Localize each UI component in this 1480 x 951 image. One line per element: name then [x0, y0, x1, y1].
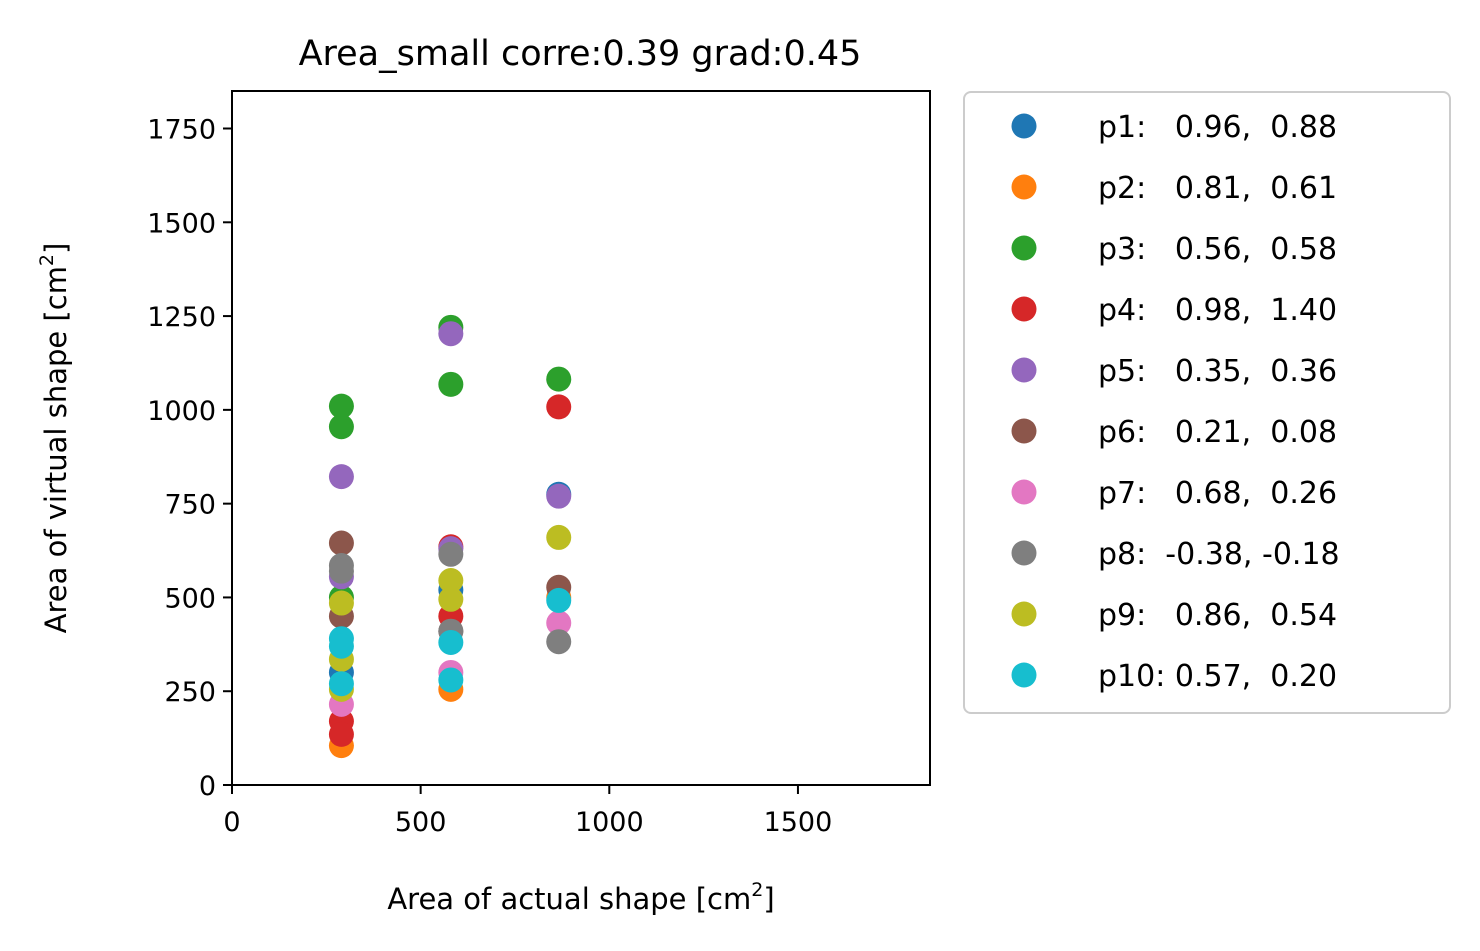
x-tick-label: 0	[223, 807, 240, 838]
legend-label: p5: 0.35, 0.36	[1098, 354, 1337, 389]
y-tick-label: 1000	[147, 396, 216, 427]
legend-label: p3: 0.56, 0.58	[1098, 232, 1337, 267]
data-point-p10	[328, 671, 354, 697]
x-tick-label: 1500	[764, 807, 833, 838]
data-point-p9	[438, 586, 464, 612]
data-point-p3	[328, 414, 354, 440]
data-point-p10	[438, 667, 464, 693]
data-point-p4	[328, 721, 354, 747]
legend-label: p9: 0.86, 0.54	[1098, 598, 1337, 633]
data-point-p5	[328, 464, 354, 490]
y-tick-label: 750	[164, 490, 216, 521]
y-tick-label: 250	[164, 677, 216, 708]
data-point-p6	[328, 530, 354, 556]
legend-label: p8: -0.38, -0.18	[1098, 537, 1340, 572]
data-point-p10	[546, 587, 572, 613]
data-point-p3	[328, 393, 354, 419]
data-point-p8	[328, 558, 354, 584]
data-point-p3	[546, 366, 572, 392]
x-tick-label: 500	[395, 807, 447, 838]
data-point-p9	[438, 568, 464, 594]
y-tick-label: 500	[164, 583, 216, 614]
y-tick-label: 1250	[147, 302, 216, 333]
chart-title: Area_small corre:0.39 grad:0.45	[299, 34, 862, 74]
legend-label: p10: 0.57, 0.20	[1098, 659, 1337, 694]
data-point-p10	[438, 629, 464, 655]
data-points	[328, 314, 572, 759]
data-point-p5	[546, 483, 572, 509]
legend-marker	[1011, 479, 1037, 505]
legend-label: p1: 0.96, 0.88	[1098, 110, 1337, 145]
legend-marker	[1011, 540, 1037, 566]
data-point-p8	[438, 541, 464, 567]
data-point-p3	[438, 371, 464, 397]
data-point-p10	[328, 633, 354, 659]
legend-marker	[1011, 418, 1037, 444]
y-tick-label: 1750	[147, 115, 216, 146]
legend-label: p6: 0.21, 0.08	[1098, 415, 1337, 450]
y-axis: 0 250 500 750 1000 1250 1500 1750	[147, 115, 232, 802]
data-point-p8	[546, 629, 572, 655]
legend-marker	[1011, 296, 1037, 322]
data-point-p9	[546, 524, 572, 550]
x-tick-label: 1000	[575, 807, 644, 838]
legend-marker	[1011, 174, 1037, 200]
data-point-p7	[546, 610, 572, 636]
legend: p1: 0.96, 0.88 p2: 0.81, 0.61 p3: 0.56, 0.…	[963, 91, 1451, 714]
y-tick-label: 1500	[147, 208, 216, 239]
legend-label: p4: 0.98, 1.40	[1098, 293, 1337, 328]
plot-frame	[231, 90, 931, 786]
legend-marker	[1011, 235, 1037, 261]
y-tick-label: 0	[199, 771, 216, 802]
legend-marker	[1011, 601, 1037, 627]
data-point-p4	[546, 394, 572, 420]
legend-frame	[963, 91, 1451, 714]
x-axis: 0 500 1000 1500	[223, 785, 832, 838]
y-axis-label: Area of virtual shape [cm2]	[36, 243, 73, 634]
legend-marker	[1011, 113, 1037, 139]
data-point-p5	[438, 321, 464, 347]
x-axis-label: Area of actual shape [cm2]	[387, 879, 774, 916]
legend-label: p2: 0.81, 0.61	[1098, 171, 1337, 206]
legend-marker	[1011, 357, 1037, 383]
legend-label: p7: 0.68, 0.26	[1098, 476, 1337, 511]
data-point-p9	[328, 590, 354, 616]
legend-marker	[1011, 662, 1037, 688]
